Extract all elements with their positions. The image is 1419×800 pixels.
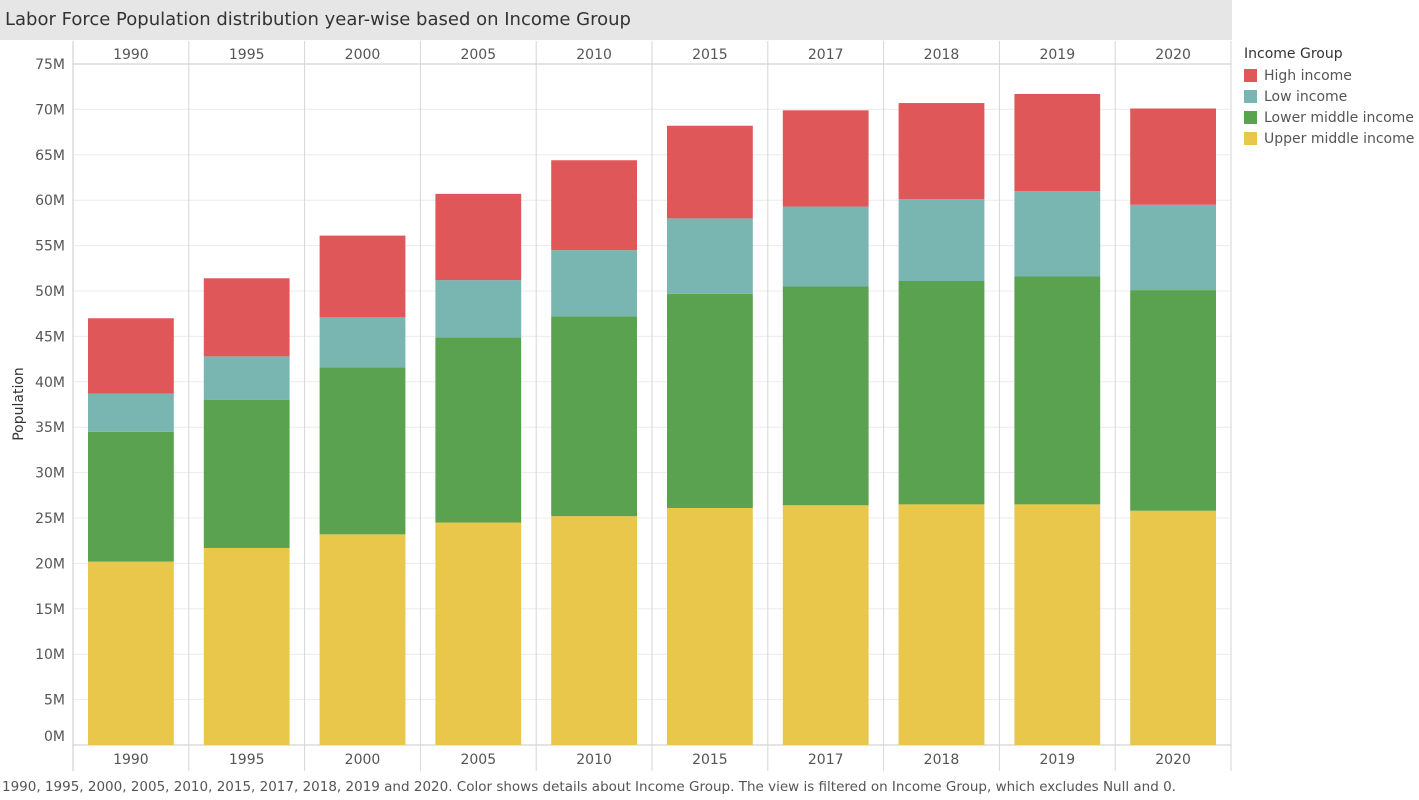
legend-swatch — [1244, 132, 1257, 145]
x-tick-label: 2018 — [924, 752, 960, 768]
bar-segment-low-income[interactable] — [898, 199, 985, 282]
y-tick-label: 30M — [35, 466, 65, 482]
x-tick-label: 1995 — [229, 752, 265, 768]
x-tick-label: 2000 — [345, 752, 381, 768]
bar-segment-upper-middle-income[interactable] — [319, 534, 406, 745]
bar-segment-low-income[interactable] — [551, 250, 637, 317]
y-tick-label: 5M — [44, 693, 65, 709]
legend-swatch — [1244, 111, 1257, 124]
legend-label: Lower middle income — [1264, 109, 1414, 126]
x-tick-label: 2015 — [692, 752, 728, 768]
title-bar: Labor Force Population distribution year… — [0, 0, 1232, 40]
column-header-label: 1990 — [113, 47, 149, 63]
bar-segment-lower-middle-income[interactable] — [319, 367, 406, 535]
bar-segment-high-income[interactable] — [551, 160, 637, 251]
legend-label: High income — [1264, 67, 1352, 84]
chart-plot: 1990 1990 1995 1995 2000 2000 2005 2005 2010 2010… — [11, 41, 1232, 771]
y-tick-label: 50M — [35, 284, 65, 300]
legend-swatch — [1244, 69, 1257, 82]
bar-segment-low-income[interactable] — [319, 317, 406, 368]
y-axis-title: Population — [11, 367, 27, 441]
bar-segment-low-income[interactable] — [88, 393, 174, 432]
bar-segment-low-income[interactable] — [435, 280, 522, 338]
y-tick-label: 25M — [35, 511, 65, 527]
bar-segment-high-income[interactable] — [203, 278, 290, 357]
legend-label: Upper middle income — [1264, 130, 1415, 147]
bar-segment-lower-middle-income[interactable] — [88, 431, 174, 562]
y-tick-label: 10M — [35, 647, 65, 663]
bar-segment-lower-middle-income[interactable] — [1014, 276, 1101, 505]
x-tick-label: 2005 — [460, 752, 496, 768]
bar-segment-high-income[interactable] — [1130, 108, 1216, 205]
x-tick-label: 2010 — [576, 752, 612, 768]
bar-segment-upper-middle-income[interactable] — [667, 508, 753, 745]
bar-segment-upper-middle-income[interactable] — [203, 547, 290, 745]
column-header-label: 2005 — [460, 47, 496, 63]
y-tick-label: 15M — [35, 602, 65, 618]
y-tick-label: 20M — [35, 556, 65, 572]
y-tick-label: 65M — [35, 148, 65, 164]
column-header-label: 1995 — [229, 47, 265, 63]
y-tick-label: 70M — [35, 102, 65, 118]
bar-segment-upper-middle-income[interactable] — [782, 505, 869, 745]
bar-segment-upper-middle-income[interactable] — [1130, 510, 1216, 745]
bar-segment-upper-middle-income[interactable] — [551, 516, 637, 745]
x-tick-label: 1990 — [113, 752, 149, 768]
y-tick-label: 0M — [44, 729, 65, 745]
chart-footnote: 1990, 1995, 2000, 2005, 2010, 2015, 2017… — [2, 779, 1176, 795]
x-tick-label: 2019 — [1039, 752, 1075, 768]
bar-segment-lower-middle-income[interactable] — [898, 281, 985, 505]
bar-segment-upper-middle-income[interactable] — [1014, 504, 1101, 745]
bar-segment-upper-middle-income[interactable] — [435, 522, 522, 745]
y-tick-label: 60M — [35, 193, 65, 209]
bar-segment-lower-middle-income[interactable] — [551, 316, 637, 517]
y-tick-label: 75M — [35, 57, 65, 73]
column-header-label: 2020 — [1155, 47, 1191, 63]
bar-segment-high-income[interactable] — [782, 110, 869, 207]
legend-item-high-income[interactable]: High income — [1244, 65, 1419, 86]
legend-item-low-income[interactable]: Low income — [1244, 86, 1419, 107]
legend-title: Income Group — [1244, 46, 1343, 62]
y-tick-label: 40M — [35, 375, 65, 391]
chart-title: Labor Force Population distribution year… — [5, 9, 631, 30]
legend: Income Group High income Low income Lowe… — [1244, 46, 1419, 149]
bar-segment-lower-middle-income[interactable] — [1130, 290, 1216, 511]
bar-segment-upper-middle-income[interactable] — [88, 561, 174, 745]
bar-segment-low-income[interactable] — [203, 356, 290, 400]
column-header-label: 2010 — [576, 47, 612, 63]
bar-segment-lower-middle-income[interactable] — [667, 293, 753, 509]
column-header-label: 2019 — [1039, 47, 1075, 63]
x-tick-label: 2020 — [1155, 752, 1191, 768]
bar-segment-high-income[interactable] — [667, 125, 753, 219]
y-tick-label: 55M — [35, 239, 65, 255]
bar-segment-lower-middle-income[interactable] — [435, 337, 522, 523]
y-tick-label: 35M — [35, 420, 65, 436]
bar-segment-high-income[interactable] — [319, 235, 406, 318]
bar-segment-high-income[interactable] — [1014, 93, 1101, 192]
bar-segment-high-income[interactable] — [435, 193, 522, 281]
column-header-label: 2015 — [692, 47, 728, 63]
column-header-label: 2000 — [345, 47, 381, 63]
column-header-label: 2017 — [808, 47, 844, 63]
legend-swatch — [1244, 90, 1257, 103]
legend-item-upper-middle-income[interactable]: Upper middle income — [1244, 128, 1419, 149]
column-header-label: 2018 — [924, 47, 960, 63]
bar-segment-high-income[interactable] — [898, 103, 985, 200]
bar-segment-low-income[interactable] — [782, 206, 869, 287]
bar-segment-high-income[interactable] — [88, 318, 174, 394]
bar-segment-lower-middle-income[interactable] — [782, 286, 869, 506]
y-tick-label: 45M — [35, 329, 65, 345]
bar-segment-low-income[interactable] — [1014, 191, 1101, 277]
bar-segment-lower-middle-income[interactable] — [203, 399, 290, 548]
bar-segment-low-income[interactable] — [1130, 204, 1216, 291]
x-tick-label: 2017 — [808, 752, 844, 768]
bar-segment-low-income[interactable] — [667, 218, 753, 294]
legend-item-lower-middle-income[interactable]: Lower middle income — [1244, 107, 1419, 128]
legend-label: Low income — [1264, 88, 1348, 105]
bar-segment-upper-middle-income[interactable] — [898, 504, 985, 745]
